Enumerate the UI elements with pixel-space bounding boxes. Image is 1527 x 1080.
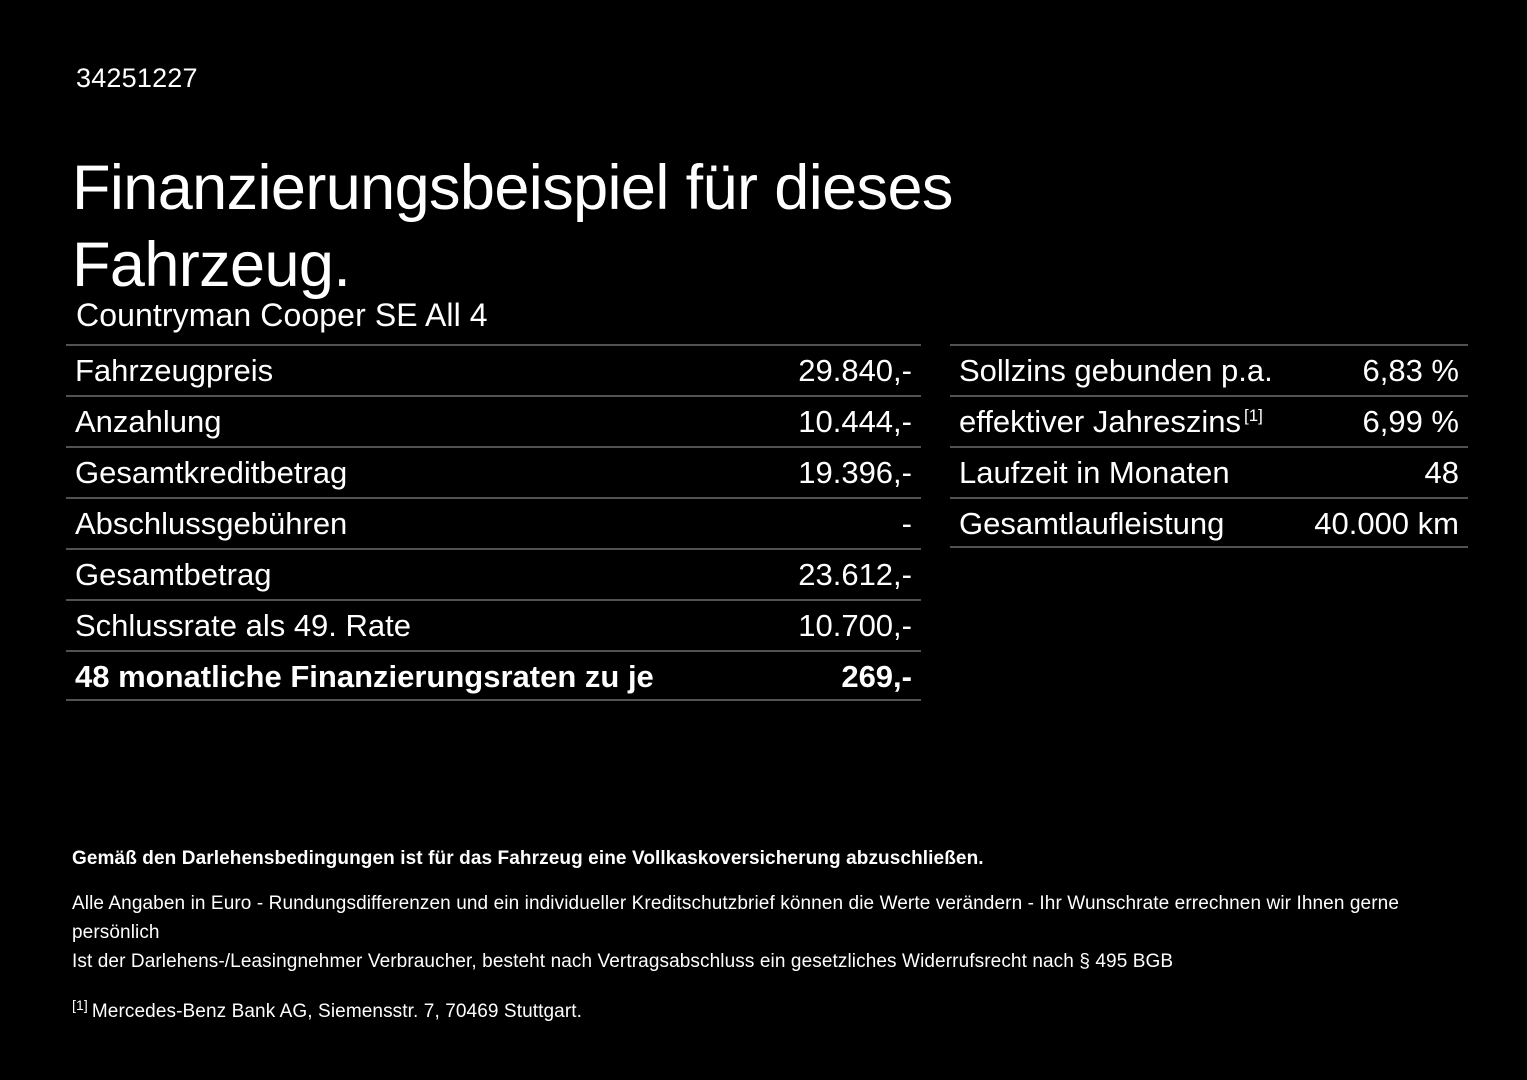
row-value: 40.000 km — [1314, 506, 1459, 541]
table-row: Gesamtlaufleistung 40.000 km — [950, 497, 1468, 548]
table-row-monthly-rate: 48 monatliche Finanzierungsraten zu je 2… — [66, 650, 921, 701]
row-label: Gesamtbetrag — [75, 557, 272, 592]
reference-id: 34251227 — [76, 63, 198, 93]
footnote-marker-icon: [1] — [1244, 405, 1263, 425]
row-value: - — [901, 506, 912, 541]
table-row: Sollzins gebunden p.a. 6,83 % — [950, 344, 1468, 395]
row-value: 6,99 % — [1362, 404, 1459, 439]
row-label: Anzahlung — [75, 404, 222, 439]
row-label: effektiver Jahreszins [1] — [959, 404, 1263, 439]
footer-notes: Gemäß den Darlehensbedingungen ist für d… — [72, 845, 1472, 1025]
row-value: 10.700,- — [798, 608, 912, 643]
row-value: 19.396,- — [798, 455, 912, 490]
disclaimer-line-1: Alle Angaben in Euro - Rundungsdifferenz… — [72, 893, 1399, 943]
table-row: Abschlussgebühren - — [66, 497, 921, 548]
row-label: Gesamtlaufleistung — [959, 506, 1225, 541]
row-value: 23.612,- — [798, 557, 912, 592]
row-label: 48 monatliche Finanzierungsraten zu je — [75, 659, 654, 694]
row-value: 6,83 % — [1362, 353, 1459, 388]
table-row: Anzahlung 10.444,- — [66, 395, 921, 446]
table-row: Gesamtbetrag 23.612,- — [66, 548, 921, 599]
footnote-text: Mercedes-Benz Bank AG, Siemensstr. 7, 70… — [91, 1001, 583, 1022]
row-label: Laufzeit in Monaten — [959, 455, 1230, 490]
row-value: 29.840,- — [798, 353, 912, 388]
financing-table-left: Fahrzeugpreis 29.840,- Anzahlung 10.444,… — [66, 344, 921, 701]
table-row: Gesamtkreditbetrag 19.396,- — [66, 446, 921, 497]
page-title: Finanzierungsbeispiel für dieses Fahrzeu… — [72, 153, 953, 301]
row-label: Gesamtkreditbetrag — [75, 455, 348, 490]
table-row: Laufzeit in Monaten 48 — [950, 446, 1468, 497]
row-value: 48 — [1424, 455, 1459, 490]
financing-table-right: Sollzins gebunden p.a. 6,83 % effektiver… — [950, 344, 1468, 548]
row-label: Sollzins gebunden p.a. — [959, 353, 1273, 388]
row-label: Abschlussgebühren — [75, 506, 348, 541]
row-value: 269,- — [841, 659, 912, 694]
insurance-note: Gemäß den Darlehensbedingungen ist für d… — [72, 848, 984, 869]
table-row: Schlussrate als 49. Rate 10.700,- — [66, 599, 921, 650]
footnote-marker-icon: [1] — [72, 996, 88, 1013]
disclaimer-line-2: Ist der Darlehens-/Leasingnehmer Verbrau… — [72, 951, 1174, 972]
row-label: Fahrzeugpreis — [75, 353, 274, 388]
row-label: Schlussrate als 49. Rate — [75, 608, 412, 643]
row-value: 10.444,- — [798, 404, 912, 439]
vehicle-name: Countryman Cooper SE All 4 — [76, 297, 488, 333]
table-row: Fahrzeugpreis 29.840,- — [66, 344, 921, 395]
footnote: [1] Mercedes-Benz Bank AG, Siemensstr. 7,… — [72, 998, 1472, 1025]
table-row: effektiver Jahreszins [1] 6,99 % — [950, 395, 1468, 446]
